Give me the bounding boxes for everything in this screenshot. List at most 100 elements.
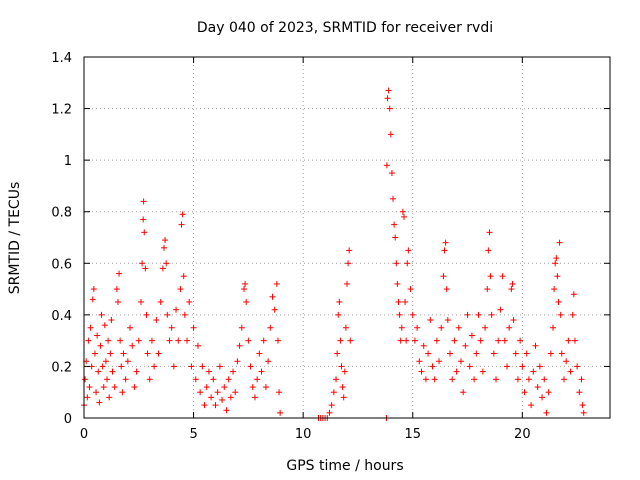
- data-point: [436, 358, 443, 365]
- data-point: [113, 286, 120, 293]
- data-point: [214, 389, 221, 396]
- data-point: [127, 324, 134, 331]
- data-point: [385, 87, 392, 94]
- data-point: [89, 296, 96, 303]
- data-point: [545, 389, 552, 396]
- data-point: [94, 332, 101, 339]
- data-point: [137, 298, 144, 305]
- data-point: [234, 358, 241, 365]
- data-point: [118, 363, 125, 370]
- data-point: [168, 324, 175, 331]
- data-point: [114, 298, 121, 305]
- data-point: [277, 409, 284, 416]
- data-point: [111, 384, 118, 391]
- data-point: [197, 389, 204, 396]
- y-tick-label: 0.6: [51, 257, 72, 272]
- data-point: [440, 273, 447, 280]
- data-point: [330, 389, 337, 396]
- data-point: [203, 384, 210, 391]
- data-point: [460, 389, 467, 396]
- data-point: [554, 273, 561, 280]
- data-point: [391, 221, 398, 228]
- data-point: [386, 105, 393, 112]
- data-point: [120, 350, 127, 357]
- data-point: [186, 298, 193, 305]
- y-tick-label: 0.2: [51, 360, 72, 375]
- data-point: [87, 324, 94, 331]
- data-point: [108, 317, 115, 324]
- data-point: [570, 291, 577, 298]
- data-point: [326, 409, 333, 416]
- data-point: [571, 337, 578, 344]
- x-tick-label: 0: [80, 427, 88, 442]
- y-tick-label: 1: [64, 154, 72, 169]
- data-point: [416, 358, 423, 365]
- data-point: [431, 376, 438, 383]
- data-point: [493, 376, 500, 383]
- data-point: [471, 376, 478, 383]
- data-point: [536, 363, 543, 370]
- data-point: [135, 337, 142, 344]
- data-point: [383, 162, 390, 169]
- data-point: [578, 376, 585, 383]
- data-point: [276, 389, 283, 396]
- grid-lines: [84, 57, 610, 418]
- data-point: [556, 239, 563, 246]
- data-point: [390, 195, 397, 202]
- y-tick-label: 1.4: [51, 51, 72, 66]
- data-point: [273, 280, 280, 287]
- data-point: [495, 337, 502, 344]
- data-point: [98, 311, 105, 318]
- data-point: [155, 350, 162, 357]
- data-point: [555, 298, 562, 305]
- data-point: [490, 350, 497, 357]
- data-point: [547, 350, 554, 357]
- data-point: [333, 376, 340, 383]
- data-point: [479, 368, 486, 375]
- data-point: [240, 286, 247, 293]
- data-point: [580, 409, 587, 416]
- data-point: [525, 376, 532, 383]
- y-tick-label: 0: [64, 412, 72, 427]
- data-point: [455, 324, 462, 331]
- data-point: [117, 337, 124, 344]
- data-point: [433, 337, 440, 344]
- data-point: [109, 368, 116, 375]
- data-point: [398, 324, 405, 331]
- data-point: [534, 384, 541, 391]
- data-point: [444, 317, 451, 324]
- data-point: [184, 337, 191, 344]
- data-point: [93, 389, 100, 396]
- data-point: [208, 394, 215, 401]
- data-point: [177, 286, 184, 293]
- data-point: [497, 306, 504, 313]
- data-point: [509, 280, 516, 287]
- data-point: [243, 298, 250, 305]
- data-point: [484, 286, 491, 293]
- data-point: [565, 337, 572, 344]
- data-point: [347, 337, 354, 344]
- data-point: [274, 337, 281, 344]
- data-point: [95, 368, 102, 375]
- data-point: [539, 394, 546, 401]
- data-point: [164, 311, 171, 318]
- data-point: [179, 211, 186, 218]
- x-tick-label: 10: [295, 427, 312, 442]
- data-point: [407, 286, 414, 293]
- data-point: [384, 95, 391, 102]
- data-point: [462, 342, 469, 349]
- data-point: [517, 337, 524, 344]
- data-point: [344, 280, 350, 287]
- data-point: [260, 337, 267, 344]
- data-point: [418, 368, 425, 375]
- data-point: [569, 311, 576, 318]
- data-point: [523, 350, 530, 357]
- data-point: [271, 306, 278, 313]
- data-point: [338, 363, 345, 370]
- data-point: [99, 363, 106, 370]
- data-point: [466, 363, 473, 370]
- axis-ticks: 0 5 10 15 20 0 0.2 0.4 0.6 0.8 1 1.2 1.4: [51, 51, 610, 442]
- data-point: [249, 384, 256, 391]
- data-point: [394, 280, 401, 287]
- data-point: [388, 170, 395, 177]
